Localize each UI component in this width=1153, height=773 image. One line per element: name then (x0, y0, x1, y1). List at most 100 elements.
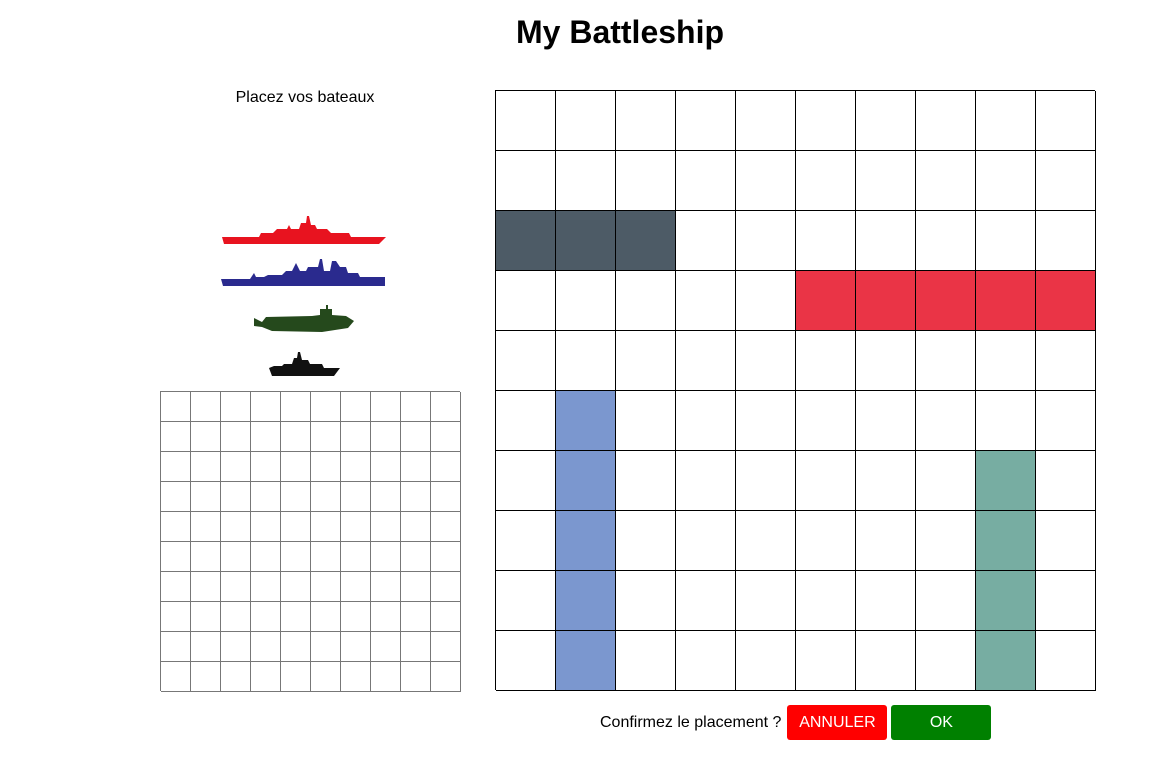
board-cell[interactable] (1036, 451, 1096, 511)
board-cell[interactable] (736, 151, 796, 211)
board-cell[interactable] (856, 91, 916, 151)
preview-cell[interactable] (401, 482, 431, 512)
preview-cell[interactable] (161, 572, 191, 602)
preview-cell[interactable] (311, 392, 341, 422)
preview-cell[interactable] (371, 632, 401, 662)
preview-cell[interactable] (281, 662, 311, 692)
preview-cell[interactable] (311, 662, 341, 692)
preview-cell[interactable] (431, 632, 461, 662)
preview-cell[interactable] (221, 392, 251, 422)
preview-cell[interactable] (221, 422, 251, 452)
preview-cell[interactable] (251, 422, 281, 452)
preview-cell[interactable] (311, 542, 341, 572)
preview-cell[interactable] (221, 512, 251, 542)
board-cell[interactable] (496, 151, 556, 211)
board-cell[interactable] (736, 331, 796, 391)
preview-cell[interactable] (341, 512, 371, 542)
preview-cell[interactable] (161, 662, 191, 692)
ship-cell[interactable] (976, 451, 1036, 511)
preview-cell[interactable] (191, 482, 221, 512)
preview-cell[interactable] (191, 542, 221, 572)
board-cell[interactable] (916, 91, 976, 151)
board-cell[interactable] (916, 511, 976, 571)
board-cell[interactable] (676, 391, 736, 451)
board-cell[interactable] (976, 151, 1036, 211)
ship-cell[interactable] (976, 631, 1036, 691)
board-cell[interactable] (1036, 631, 1096, 691)
ship-cell[interactable] (556, 631, 616, 691)
board-cell[interactable] (676, 511, 736, 571)
board-cell[interactable] (916, 211, 976, 271)
board-cell[interactable] (736, 451, 796, 511)
board-cell[interactable] (916, 631, 976, 691)
board-cell[interactable] (496, 331, 556, 391)
board-cell[interactable] (736, 571, 796, 631)
board-cell[interactable] (676, 631, 736, 691)
board-cell[interactable] (796, 571, 856, 631)
board-cell[interactable] (736, 91, 796, 151)
board-cell[interactable] (676, 271, 736, 331)
preview-cell[interactable] (401, 452, 431, 482)
preview-cell[interactable] (401, 602, 431, 632)
battleship-icon[interactable] (221, 213, 387, 247)
ship-cell[interactable] (556, 451, 616, 511)
ship-cell[interactable] (556, 511, 616, 571)
preview-cell[interactable] (401, 662, 431, 692)
preview-cell[interactable] (161, 482, 191, 512)
preview-cell[interactable] (401, 572, 431, 602)
board-cell[interactable] (496, 391, 556, 451)
preview-cell[interactable] (221, 662, 251, 692)
preview-cell[interactable] (341, 482, 371, 512)
board-cell[interactable] (796, 91, 856, 151)
preview-cell[interactable] (431, 572, 461, 602)
board-cell[interactable] (916, 151, 976, 211)
preview-cell[interactable] (371, 512, 401, 542)
ok-button[interactable]: OK (891, 705, 992, 740)
board-cell[interactable] (856, 391, 916, 451)
preview-cell[interactable] (311, 632, 341, 662)
preview-cell[interactable] (311, 482, 341, 512)
board-cell[interactable] (616, 151, 676, 211)
preview-cell[interactable] (281, 512, 311, 542)
preview-cell[interactable] (311, 572, 341, 602)
ship-cell[interactable] (556, 391, 616, 451)
board-cell[interactable] (856, 211, 916, 271)
preview-cell[interactable] (251, 452, 281, 482)
preview-cell[interactable] (371, 482, 401, 512)
cruiser-icon[interactable] (220, 257, 386, 289)
board-cell[interactable] (496, 451, 556, 511)
ship-cell[interactable] (616, 211, 676, 271)
ship-cell[interactable] (976, 271, 1036, 331)
board-cell[interactable] (1036, 391, 1096, 451)
preview-cell[interactable] (281, 602, 311, 632)
board-cell[interactable] (676, 151, 736, 211)
preview-cell[interactable] (281, 572, 311, 602)
board-cell[interactable] (1036, 511, 1096, 571)
ship-cell[interactable] (856, 271, 916, 331)
preview-cell[interactable] (431, 482, 461, 512)
preview-cell[interactable] (161, 452, 191, 482)
board-cell[interactable] (1036, 331, 1096, 391)
board-cell[interactable] (856, 511, 916, 571)
preview-cell[interactable] (431, 452, 461, 482)
preview-cell[interactable] (431, 602, 461, 632)
preview-cell[interactable] (251, 632, 281, 662)
board-cell[interactable] (796, 331, 856, 391)
preview-cell[interactable] (401, 542, 431, 572)
preview-cell[interactable] (161, 632, 191, 662)
board-cell[interactable] (616, 451, 676, 511)
ship-cell[interactable] (556, 571, 616, 631)
preview-cell[interactable] (251, 512, 281, 542)
preview-cell[interactable] (221, 572, 251, 602)
ship-cell[interactable] (1036, 271, 1096, 331)
board-cell[interactable] (976, 211, 1036, 271)
board-cell[interactable] (616, 271, 676, 331)
board-cell[interactable] (496, 571, 556, 631)
preview-cell[interactable] (221, 482, 251, 512)
board-cell[interactable] (1036, 211, 1096, 271)
preview-cell[interactable] (371, 422, 401, 452)
preview-cell[interactable] (341, 542, 371, 572)
board-cell[interactable] (796, 631, 856, 691)
preview-cell[interactable] (281, 452, 311, 482)
preview-cell[interactable] (341, 572, 371, 602)
